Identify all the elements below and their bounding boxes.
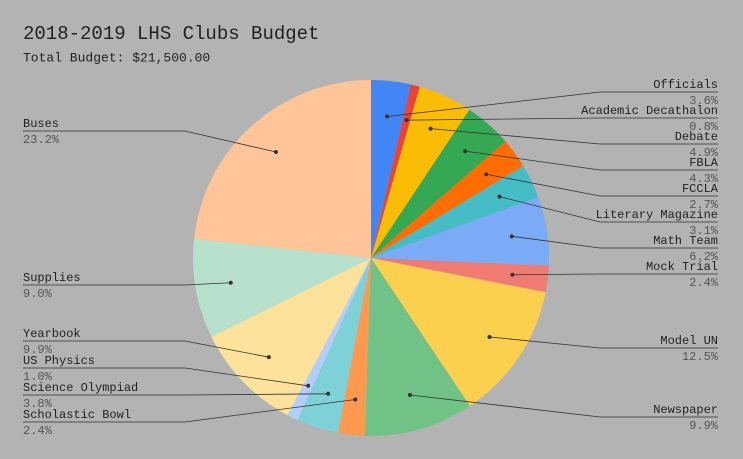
slice-value-label: 3.8%: [23, 397, 53, 411]
leader-line: [512, 273, 718, 276]
leader-line: [511, 235, 718, 249]
slice-value-label: 9.9%: [23, 343, 53, 357]
leader-dot: [385, 114, 390, 119]
leader-dot: [353, 397, 358, 402]
pie-slice: [371, 84, 420, 258]
slice-value-label: 4.9%: [689, 146, 719, 160]
slice-label: Debate: [675, 130, 718, 144]
leader-line: [406, 117, 718, 121]
slice-label: Science Olympiad: [23, 381, 138, 395]
slice-value-label: 23.2%: [23, 133, 60, 147]
pie-slice: [287, 258, 371, 421]
leader-line: [499, 196, 718, 223]
leader-dot: [510, 272, 515, 277]
pie-slice: [371, 258, 549, 293]
leader-dot: [407, 392, 412, 397]
leader-line: [23, 393, 329, 396]
chart-subtitle: Total Budget: $21,500.00: [23, 50, 210, 65]
leader-line: [23, 340, 269, 358]
pie-slice: [371, 165, 539, 258]
leader-line: [23, 367, 309, 387]
slice-label: Yearbook: [23, 327, 81, 341]
pie-slice: [364, 258, 470, 436]
leader-line: [23, 399, 356, 423]
pie-slice: [371, 80, 412, 258]
slice-label: FCCLA: [682, 182, 719, 196]
leader-line: [486, 173, 718, 197]
slice-label: Newspaper: [653, 403, 718, 417]
slice-label: US Physics: [23, 354, 95, 368]
slice-value-label: 0.8%: [689, 120, 719, 134]
slice-value-label: 3.6%: [689, 94, 719, 108]
slice-value-label: 9.0%: [23, 287, 53, 301]
leader-dot: [228, 280, 233, 285]
leader-line: [430, 128, 718, 145]
slice-label: FBLA: [689, 156, 719, 170]
slice-value-label: 9.9%: [689, 419, 719, 433]
slice-label: Model UN: [660, 334, 718, 348]
leader-dot: [266, 355, 271, 360]
pie-slice: [193, 238, 371, 337]
chart-title: 2018-2019 LHS Clubs Budget: [23, 23, 319, 45]
pie-slice: [371, 258, 546, 406]
slice-label: Scholastic Bowl: [23, 408, 131, 422]
slice-value-label: 12.5%: [682, 350, 719, 364]
leader-line: [409, 394, 718, 418]
pie-slice: [338, 258, 371, 436]
leader-dot: [326, 391, 331, 396]
slice-label: Buses: [23, 117, 59, 131]
slice-value-label: 1.0%: [23, 370, 53, 384]
slice-value-label: 4.3%: [689, 172, 719, 186]
slice-label: Supplies: [23, 271, 81, 285]
slice-label: Math Team: [653, 234, 718, 248]
leader-dot: [404, 118, 409, 123]
slice-label: Academic Decathalon: [581, 104, 718, 118]
leader-dot: [487, 334, 492, 339]
leader-dot: [497, 194, 502, 199]
pie-slice: [371, 141, 524, 258]
leader-line: [387, 91, 718, 117]
slice-value-label: 2.4%: [689, 276, 719, 290]
leader-dot: [428, 126, 433, 131]
leader-dot: [509, 234, 514, 239]
leader-line: [23, 282, 231, 286]
slice-label: Officials: [653, 78, 718, 92]
leader-dot: [484, 172, 489, 177]
slice-label: Literary Magazine: [596, 208, 718, 222]
slice-value-label: 6.2%: [689, 250, 719, 264]
pie-slice: [371, 109, 506, 259]
slice-value-label: 2.7%: [689, 198, 719, 212]
leader-dot: [273, 149, 278, 154]
leader-dot: [463, 149, 468, 154]
slice-label: Mock Trial: [646, 260, 718, 274]
leader-line: [489, 336, 718, 349]
slice-value-label: 3.1%: [689, 224, 719, 238]
pie-slice: [211, 258, 371, 416]
leader-line: [23, 130, 277, 153]
pie-slice: [297, 258, 371, 433]
pie-slice: [371, 197, 549, 266]
slice-value-label: 2.4%: [23, 424, 53, 438]
leader-line: [465, 150, 718, 171]
pie-slice: [194, 80, 371, 258]
leader-dot: [306, 383, 311, 388]
